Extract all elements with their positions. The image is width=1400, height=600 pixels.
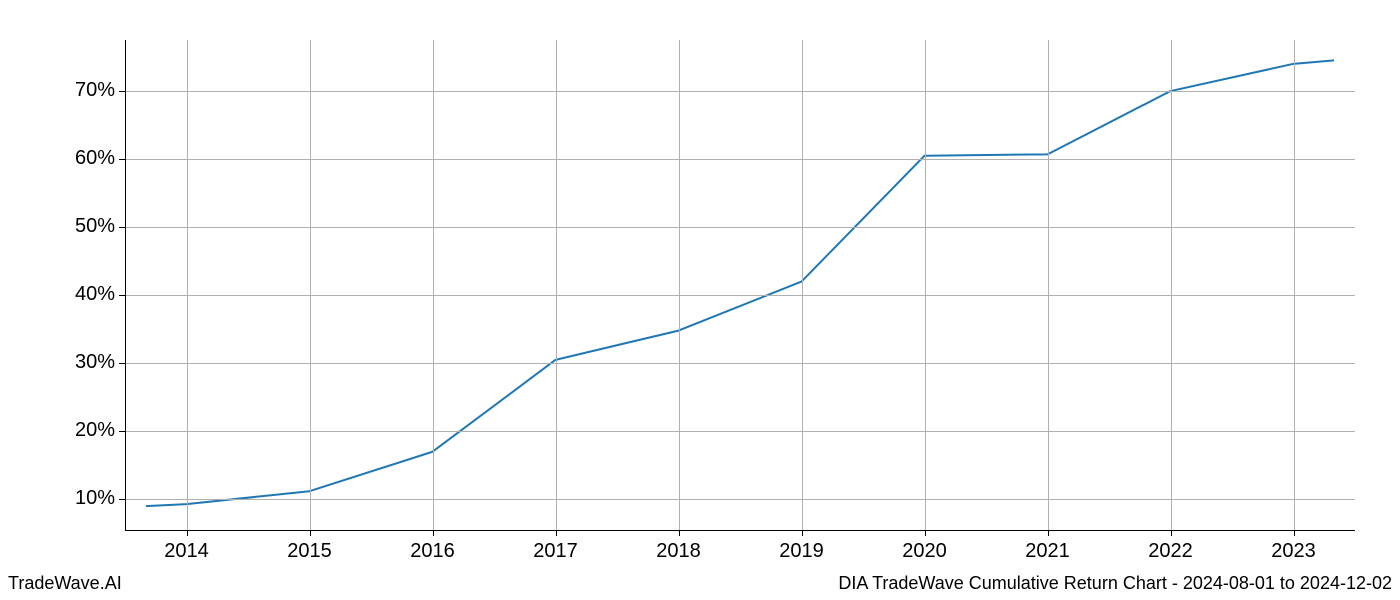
gridline-vertical (433, 40, 434, 530)
chart-container: 10% 20% 30% 40% 50% 60% 70% 2014 2015 2016 2017 201… (0, 0, 1400, 600)
x-tick-label: 2018 (639, 540, 719, 563)
gridline-vertical (1048, 40, 1049, 530)
gridline-vertical (1294, 40, 1295, 530)
series-line (0, 0, 1400, 600)
y-tick-label: 50% (35, 215, 115, 238)
x-tick-label: 2014 (147, 540, 227, 563)
gridline-vertical (187, 40, 188, 530)
gridline-vertical (556, 40, 557, 530)
gridline-vertical (802, 40, 803, 530)
x-tick-label: 2016 (393, 540, 473, 563)
gridline-vertical (679, 40, 680, 530)
gridline-vertical (925, 40, 926, 530)
x-tick-label: 2019 (762, 540, 842, 563)
footer-right-text: DIA TradeWave Cumulative Return Chart - … (838, 573, 1392, 594)
y-tick-label: 60% (35, 147, 115, 170)
x-tick-label: 2022 (1131, 540, 1211, 563)
x-tick-label: 2017 (516, 540, 596, 563)
x-tick-label: 2015 (270, 540, 350, 563)
cumulative-return-line (146, 60, 1334, 506)
x-tick-label: 2020 (885, 540, 965, 563)
y-tick-label: 40% (35, 283, 115, 306)
gridline-vertical (1171, 40, 1172, 530)
y-tick-label: 70% (35, 79, 115, 102)
gridline-vertical (310, 40, 311, 530)
y-tick-label: 10% (35, 487, 115, 510)
y-axis-spine (125, 40, 126, 530)
y-tick-label: 30% (35, 351, 115, 374)
x-tick-label: 2023 (1254, 540, 1334, 563)
x-tick-label: 2021 (1008, 540, 1088, 563)
y-tick-label: 20% (35, 419, 115, 442)
footer-left-text: TradeWave.AI (8, 573, 122, 594)
x-axis-spine (125, 530, 1355, 531)
